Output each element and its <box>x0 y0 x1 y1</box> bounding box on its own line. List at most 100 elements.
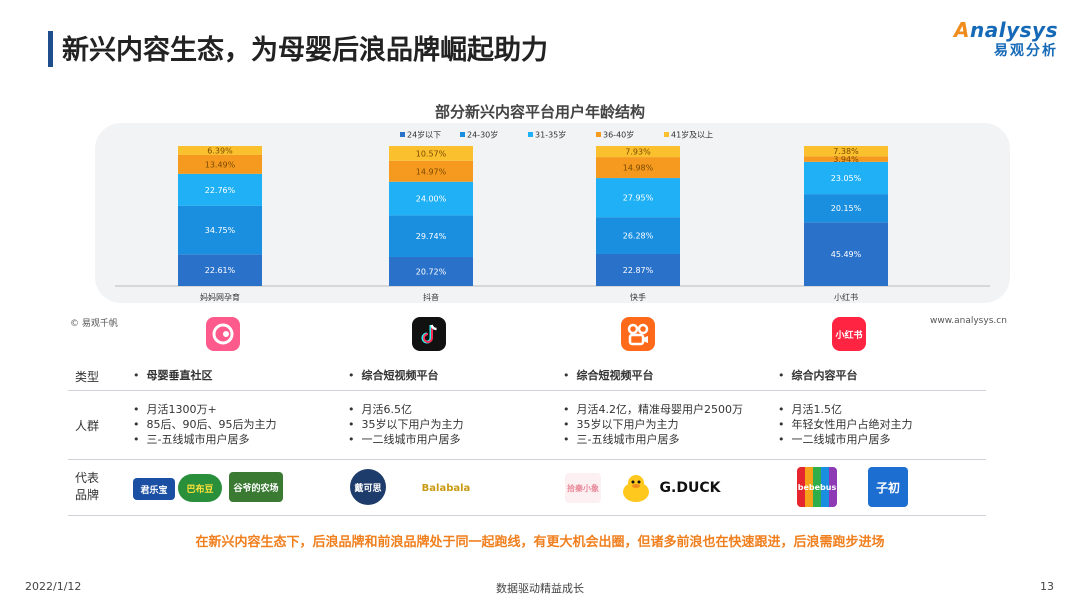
brand-logo-babudou: 巴布豆 <box>178 474 222 502</box>
logo-cn: 易观分析 <box>994 43 1058 59</box>
crowd-line: 月活1.5亿 <box>791 403 842 416</box>
bar-value-label: 13.49% <box>205 160 236 169</box>
legend-label: 41岁及以上 <box>671 130 713 140</box>
crowd-line: 一二线城市用户居多 <box>361 433 461 446</box>
crowd-line: 一二线城市用户居多 <box>791 433 891 446</box>
brand-logo-granny-farm: 谷爷的农场 <box>229 472 283 502</box>
page-number: 13 <box>1040 580 1054 593</box>
legend-label: 31-35岁 <box>535 130 566 140</box>
type-cell: • 综合短视频平台 <box>563 369 654 382</box>
legend-swatch <box>664 132 669 137</box>
crowd-cell: • 月活1300万+ • 85后、90后、95后为主力 • 三-五线城市用户居多 <box>133 403 277 446</box>
x-tick-label: 抖音 <box>423 292 439 302</box>
brand-logo-junlebao: 君乐宝 <box>133 478 175 500</box>
legend-swatch <box>460 132 465 137</box>
bar-value-label: 20.72% <box>416 267 447 276</box>
crowd-line: 年轻女性用户占绝对主力 <box>791 418 913 431</box>
bar-value-label: 7.38% <box>833 147 859 156</box>
bar-value-label: 22.76% <box>205 186 236 195</box>
site-url: www.analysys.cn <box>930 316 1007 326</box>
highlight-conclusion: 在新兴内容生态下，后浪品牌和前浪品牌处于同一起跑线，有更大机会出圈，但诸多前浪也… <box>195 535 885 550</box>
bar-segment <box>596 178 680 218</box>
x-tick-label: 小红书 <box>834 292 858 302</box>
legend-item: 24岁以下 <box>400 130 441 140</box>
crowd-line: 三-五线城市用户居多 <box>576 433 680 446</box>
bar-segment <box>389 160 473 182</box>
type-value: 综合短视频平台 <box>361 369 439 382</box>
bar-value-label: 22.87% <box>623 266 654 275</box>
duck-icon <box>620 472 652 508</box>
brand-logo-gduck: G.DUCK <box>659 480 721 496</box>
legend-label: 36-40岁 <box>603 130 634 140</box>
divider <box>68 459 986 460</box>
title-accent-bar <box>48 31 53 67</box>
bar-segment <box>178 173 262 206</box>
x-tick-label: 快手 <box>630 292 646 302</box>
bar-segment <box>804 194 888 223</box>
row-label-brand-1: 代表 <box>74 471 99 485</box>
bar-segment <box>596 157 680 179</box>
bar-segment <box>596 253 680 286</box>
logo-word: nalysys <box>970 18 1058 42</box>
logo-letter: A <box>954 18 971 42</box>
bar-value-label: 26.28% <box>623 232 654 241</box>
kuaishou-app-icon <box>621 317 655 351</box>
row-label-crowd: 人群 <box>74 419 99 433</box>
xiaohongshu-app-icon: 小红书 <box>832 317 866 351</box>
chart-title: 部分新兴内容平台用户年龄结构 <box>434 103 645 121</box>
bar-segment <box>178 154 262 174</box>
bar-segment <box>178 146 262 155</box>
footer-date: 2022/1/12 <box>25 580 82 593</box>
bar-value-label: 3.94% <box>833 155 859 164</box>
brand-logo-balabala: Balabala <box>421 482 471 494</box>
footer-slogan: 数据驱动精益成长 <box>496 582 584 595</box>
bar-segment <box>178 205 262 255</box>
legend-swatch <box>596 132 601 137</box>
bar-value-label: 24.00% <box>416 195 447 204</box>
bar-value-label: 14.97% <box>416 167 447 176</box>
x-tick-label: 妈妈网孕育 <box>200 292 240 302</box>
type-cell: • 母婴垂直社区 <box>133 369 213 382</box>
bar-value-label: 34.75% <box>205 226 236 235</box>
row-label-brand: 代表 品牌 <box>72 470 102 504</box>
crowd-line: 85后、90后、95后为主力 <box>146 418 277 431</box>
bar-value-label: 10.57% <box>416 149 447 158</box>
bar-value-label: 29.74% <box>416 232 447 241</box>
legend-item: 24-30岁 <box>460 130 498 140</box>
brand-logo-zichu: 子初 <box>868 467 908 507</box>
bar-value-label: 23.05% <box>831 174 862 183</box>
crowd-line: 三-五线城市用户居多 <box>146 433 250 446</box>
type-cell: • 综合短视频平台 <box>348 369 439 382</box>
bar-value-label: 14.98% <box>623 164 654 173</box>
bar-segment <box>389 146 473 161</box>
legend-item: 36-40岁 <box>596 130 634 140</box>
type-value: 综合内容平台 <box>791 369 858 382</box>
bar-segment <box>804 161 888 195</box>
crowd-line: 35岁以下用户为主力 <box>576 418 679 431</box>
brand-logo-shiqin: 拾秦小象 <box>565 473 601 503</box>
legend-item: 31-35岁 <box>528 130 566 140</box>
legend-label: 24-30岁 <box>467 130 498 140</box>
legend-label: 24岁以下 <box>407 130 441 140</box>
mama-app-icon <box>206 317 240 351</box>
crowd-cell: • 月活4.2亿，精准母婴用户2500万 • 35岁以下用户为主力 • 三-五线… <box>563 403 743 446</box>
bar-value-label: 22.61% <box>205 266 236 275</box>
legend-swatch <box>528 132 533 137</box>
page-title: 新兴内容生态，为母婴后浪品牌崛起助力 <box>62 35 548 66</box>
bar-segment <box>804 222 888 286</box>
bar-segment <box>389 256 473 286</box>
bar-segment <box>596 217 680 254</box>
legend-swatch <box>400 132 405 137</box>
legend-item: 41岁及以上 <box>664 130 713 140</box>
bar-value-label: 27.95% <box>623 194 654 203</box>
brand-logo-daikesi: 戴可思 <box>350 469 386 505</box>
bar-segment <box>178 254 262 286</box>
bar-value-label: 20.15% <box>831 204 862 213</box>
douyin-app-icon <box>412 317 446 351</box>
crowd-line: 35岁以下用户为主力 <box>361 418 464 431</box>
row-label-brand-2: 品牌 <box>74 488 99 502</box>
bar-segment <box>596 145 680 158</box>
analysys-logo: Analysys 易观分析 <box>948 18 1058 60</box>
bar-segment <box>389 181 473 216</box>
bar-value-label: 45.49% <box>831 250 862 259</box>
